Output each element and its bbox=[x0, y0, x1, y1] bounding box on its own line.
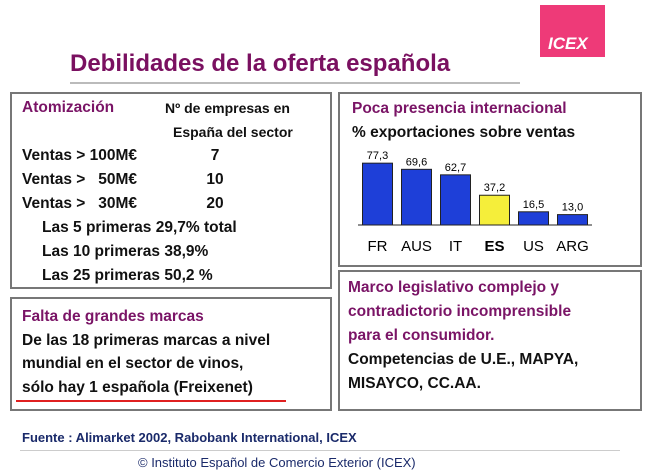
text-line: De las 18 primeras marcas a nivel bbox=[22, 332, 271, 349]
heading: Atomización bbox=[22, 99, 115, 116]
bar bbox=[518, 211, 549, 226]
row-label: Ventas > 30M€ bbox=[22, 195, 138, 212]
bar bbox=[479, 194, 510, 226]
category-label: ES bbox=[484, 238, 504, 255]
highlight-line: para el consumidor. bbox=[348, 327, 495, 344]
category-label: FR bbox=[368, 238, 388, 255]
category-label: ARG bbox=[556, 238, 589, 255]
value-label: 62,7 bbox=[445, 162, 466, 174]
chart-title: Poca presencia internacional bbox=[352, 100, 567, 117]
column-header: España del sector bbox=[173, 124, 293, 140]
highlight-line: contradictorio incomprensible bbox=[348, 303, 572, 320]
value-label: 16,5 bbox=[523, 199, 544, 211]
row-label: Ventas > 50M€ bbox=[22, 171, 138, 188]
marco-box bbox=[338, 270, 642, 411]
column-header: Nº de empresas en bbox=[165, 100, 290, 116]
chart-subtitle: % exportaciones sobre ventas bbox=[352, 124, 576, 141]
category-label: IT bbox=[449, 238, 462, 255]
bar bbox=[362, 162, 393, 226]
underline bbox=[16, 400, 286, 402]
logo: ICEX bbox=[548, 34, 588, 53]
value-label: 37,2 bbox=[484, 182, 505, 194]
text-line: MISAYCO, CC.AA. bbox=[348, 375, 481, 392]
title: Debilidades de la oferta española bbox=[70, 50, 451, 77]
value-label: 13,0 bbox=[562, 202, 583, 214]
marcas-box bbox=[10, 297, 332, 411]
chart: 77,3 FR 69,6 AUS 62,7 IT 37,2 ES 16,5 US 13,0 ARG bbox=[358, 150, 592, 255]
title-rule bbox=[70, 82, 520, 84]
share-line: Las 25 primeras 50,2 % bbox=[42, 267, 213, 284]
chart-box bbox=[338, 92, 642, 267]
value-label: 77,3 bbox=[367, 150, 388, 162]
atomizacion-box bbox=[10, 92, 332, 289]
row-label: Ventas > 100M€ bbox=[22, 147, 138, 164]
row-value: 10 bbox=[206, 171, 224, 188]
category-label: AUS bbox=[401, 238, 432, 255]
logo-box bbox=[540, 5, 605, 57]
bar bbox=[401, 168, 432, 226]
share-line: Las 10 primeras 38,9% bbox=[42, 243, 209, 260]
highlight-line: Marco legislativo complejo y bbox=[348, 279, 560, 296]
source: Fuente : Alimarket 2002, Rabobank Intern… bbox=[22, 430, 357, 445]
row-value: 20 bbox=[206, 195, 224, 212]
text-line: mundial en el sector de vinos, bbox=[22, 355, 244, 372]
footer-rule bbox=[20, 450, 620, 451]
bar bbox=[440, 174, 471, 226]
category-label: US bbox=[523, 238, 544, 255]
value-label: 69,6 bbox=[406, 156, 427, 168]
share-line: Las 5 primeras 29,7% total bbox=[42, 219, 237, 236]
bar bbox=[557, 214, 588, 226]
row-value: 7 bbox=[210, 147, 220, 164]
text-line: Competencias de U.E., MAPYA, bbox=[348, 351, 579, 368]
text-line: sólo hay 1 española (Freixenet) bbox=[22, 379, 253, 396]
copyright: © Instituto Español de Comercio Exterior… bbox=[138, 455, 416, 470]
heading: Falta de grandes marcas bbox=[22, 308, 204, 325]
